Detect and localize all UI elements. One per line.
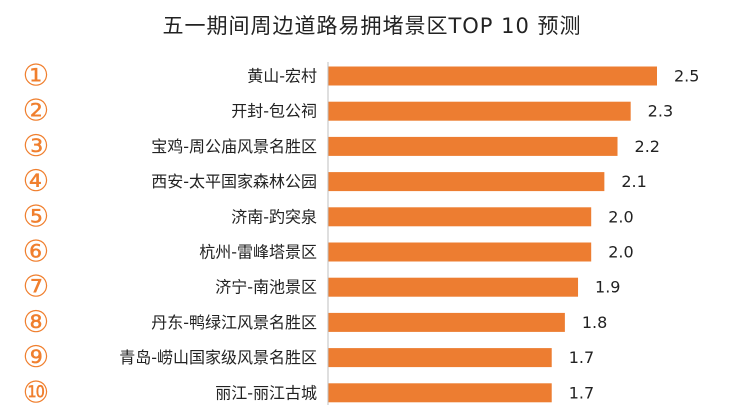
rank-marker: ④ <box>23 164 50 199</box>
bar <box>328 101 631 121</box>
category-label: 西安-太平国家森林公园 <box>151 172 317 191</box>
value-label: 1.7 <box>569 383 594 402</box>
category-label: 济南-趵突泉 <box>231 207 317 226</box>
category-label: 济宁-南池景区 <box>215 278 317 297</box>
rank-marker: ⑦ <box>23 270 50 305</box>
value-label: 2.0 <box>608 243 633 262</box>
rank-marker: ① <box>23 59 50 94</box>
category-label: 开封-包公祠 <box>231 102 317 121</box>
bar <box>328 277 579 297</box>
bar <box>328 136 618 156</box>
rank-marker: ② <box>23 94 50 129</box>
category-label: 杭州-雷峰塔景区 <box>199 243 317 262</box>
rank-marker: ⑥ <box>23 235 50 270</box>
rank-marker: ⑧ <box>23 305 50 340</box>
bars <box>328 66 657 403</box>
value-label: 2.2 <box>635 137 660 156</box>
category-label: 黄山-宏村 <box>247 67 317 86</box>
category-label: 青岛-崂山国家级风景名胜区 <box>119 348 317 367</box>
category-labels: 黄山-宏村开封-包公祠宝鸡-周公庙风景名胜区西安-太平国家森林公园济南-趵突泉杭… <box>119 67 317 403</box>
value-labels: 2.52.3 2.2 2.1 2.0 2.0 1.9 1.8 1.7 1.7 <box>569 67 700 403</box>
chart-title: 五一期间周边道路易拥堵景区TOP 10 预测 <box>162 14 582 38</box>
value-label: 2.3 <box>648 102 673 121</box>
bar <box>328 66 657 86</box>
rank-marker: ⑨ <box>23 340 50 375</box>
bar <box>328 172 605 192</box>
rank-marker: ⑤ <box>23 199 50 234</box>
rank-marker: ③ <box>23 129 50 164</box>
category-label: 丹东-鸭绿江风景名胜区 <box>151 313 317 332</box>
category-label: 宝鸡-周公庙风景名胜区 <box>151 137 317 156</box>
value-label: 2.0 <box>608 207 633 226</box>
bar <box>328 383 552 403</box>
value-label: 2.1 <box>621 172 646 191</box>
category-label: 丽江-丽江古城 <box>215 383 317 402</box>
bar <box>328 242 592 262</box>
value-label: 1.8 <box>582 313 607 332</box>
bar <box>328 312 565 332</box>
bar <box>328 207 592 227</box>
value-label: 2.5 <box>674 67 699 86</box>
value-label: 1.7 <box>569 348 594 367</box>
rank-marker: ⑩ <box>23 375 50 407</box>
bar <box>328 348 552 368</box>
value-label: 1.9 <box>595 278 620 297</box>
